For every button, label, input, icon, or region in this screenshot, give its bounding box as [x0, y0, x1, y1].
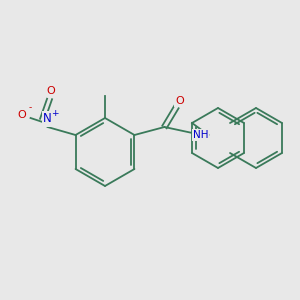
Text: O: O: [175, 96, 184, 106]
Text: O: O: [17, 110, 26, 120]
Text: -: -: [29, 103, 32, 112]
Text: +: +: [51, 109, 58, 118]
Text: N: N: [43, 112, 52, 125]
Text: NH: NH: [193, 130, 208, 140]
Text: O: O: [46, 86, 55, 96]
